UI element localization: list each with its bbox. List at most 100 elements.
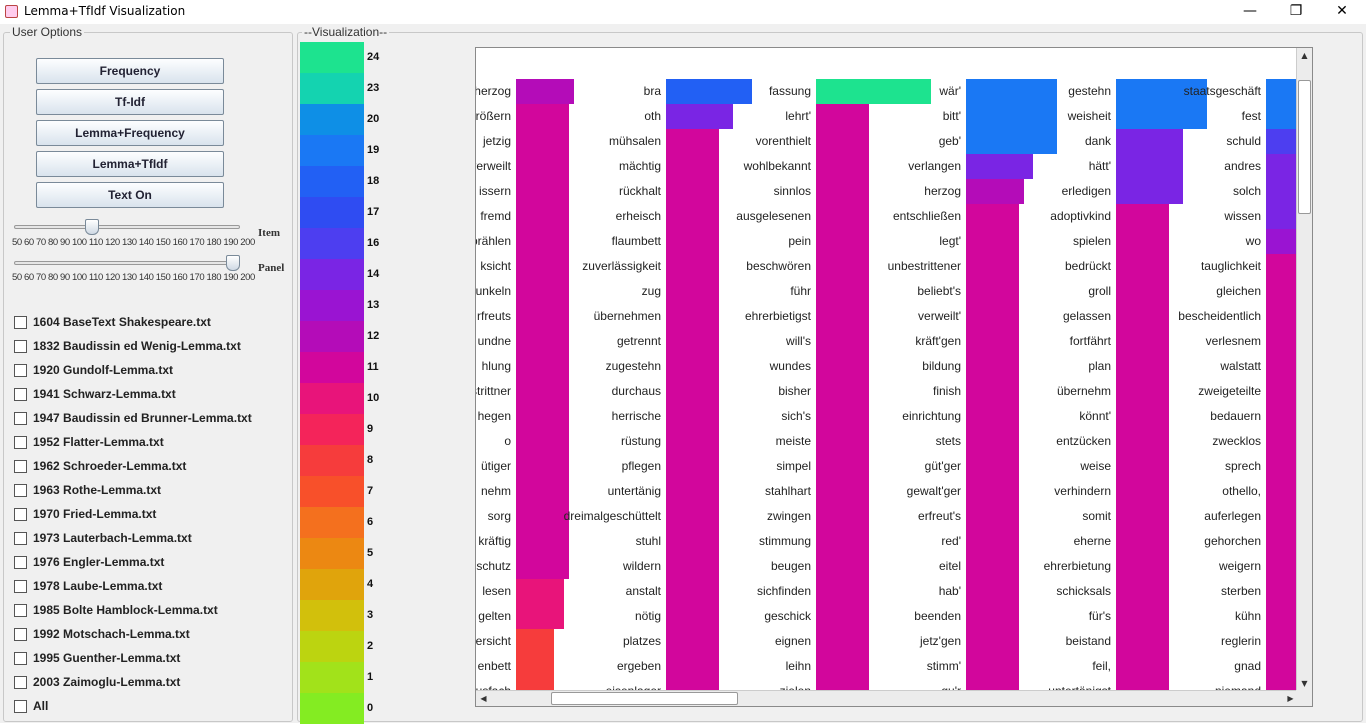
word-label: schutz [476,559,511,573]
checkbox[interactable] [14,436,27,449]
tfidf-button[interactable]: Tf-Idf [36,89,224,115]
checkbox[interactable] [14,556,27,569]
word-label: schuld [1226,134,1261,148]
horizontal-scroll-thumb[interactable] [551,692,738,705]
word-label: hegen [477,409,511,423]
scale-value: 2 [367,640,374,652]
checkbox[interactable] [14,580,27,593]
word-label: vorenthielt [755,134,811,148]
minimize-button[interactable]: — [1243,3,1257,19]
word-label: stahlhart [764,484,811,498]
file-label: 1941 Schwarz-Lemma.txt [33,387,176,401]
word-label: legt' [939,234,961,248]
scale-value: 23 [367,82,380,94]
panel-slider-label: Panel [258,262,285,274]
checkbox[interactable] [14,508,27,521]
scale-swatch [300,662,364,693]
file-label: 1963 Rothe-Lemma.txt [33,483,162,497]
word-label: gewalt'ger [906,484,961,498]
checkbox[interactable] [14,676,27,689]
word-label: stets [935,434,961,448]
checkbox[interactable] [14,532,27,545]
lemma-frequency-button[interactable]: Lemma+Frequency [36,120,224,146]
item-slider[interactable] [14,219,240,235]
lemma-tfidf-button[interactable]: Lemma+TfIdf [36,151,224,177]
horizontal-scrollbar[interactable]: ◀ ▶ [476,690,1298,706]
checkbox[interactable] [14,460,27,473]
word-label: hab' [938,584,961,598]
panel-slider-ticks: 50 60 70 80 90 100 110 120 130 140 150 1… [12,272,255,283]
word-label: dank [1084,134,1111,148]
frequency-bar [816,79,931,104]
frequency-bar [666,79,752,104]
word-label: o [504,434,511,448]
word-label: weise [1080,459,1111,473]
word-label: gelassen [1062,309,1111,323]
word-label: plan [1088,359,1111,373]
word-label: gelten [478,609,511,623]
scroll-right-arrow-icon[interactable]: ▶ [1287,694,1294,703]
scroll-up-arrow-icon[interactable]: ▲ [1301,51,1308,60]
panel-slider[interactable] [14,255,240,271]
close-button[interactable]: ✕ [1336,3,1348,19]
word-label: sprech [1224,459,1261,473]
word-label: hätt' [1088,159,1111,173]
checkbox[interactable] [14,412,27,425]
text-on-button[interactable]: Text On [36,182,224,208]
scale-swatch [300,259,364,290]
panel-slider-thumb[interactable] [226,255,240,271]
word-label: bra [643,84,661,98]
word-label: bedauern [1210,409,1261,423]
frequency-bar [516,79,574,104]
checkbox[interactable] [14,604,27,617]
word-label: enbett [477,659,511,673]
user-options-panel: User Options Frequency Tf-Idf Lemma+Freq… [3,25,293,722]
checkbox[interactable] [14,484,27,497]
word-label: bitt' [942,109,961,123]
word-label: gehorchen [1204,534,1261,548]
word-label: fest [1241,109,1261,123]
checkbox[interactable] [14,316,27,329]
maximize-button[interactable]: ❐ [1289,3,1303,19]
scroll-down-arrow-icon[interactable]: ▼ [1301,679,1308,688]
word-label: mächtig [618,159,661,173]
word-label: ehrerbietung [1043,559,1111,573]
word-label: meiste [775,434,811,448]
scale-value: 13 [367,299,380,311]
word-label: führ [790,284,811,298]
word-label: für's [1088,609,1111,623]
word-label: geschick [764,609,811,623]
word-label: bildung [922,359,961,373]
panel-slider-track[interactable] [14,261,240,265]
scale-value: 24 [367,51,380,63]
item-slider-track[interactable] [14,225,240,229]
scroll-left-arrow-icon[interactable]: ◀ [480,694,487,703]
frequency-bar [516,579,564,629]
item-slider-thumb[interactable] [85,219,99,235]
checkbox[interactable] [14,652,27,665]
vertical-scroll-thumb[interactable] [1298,80,1311,214]
checkbox[interactable] [14,364,27,377]
vertical-scrollbar[interactable]: ▲ ▼ [1296,48,1312,691]
word-label: kräft'gen [915,334,961,348]
file-label: 1978 Laube-Lemma.txt [33,579,163,593]
checkbox[interactable] [14,388,27,401]
word-label: beistand [1065,634,1111,648]
word-label: unbestrittener [887,259,961,273]
word-label: finish [932,384,961,398]
file-label: 1976 Engler-Lemma.txt [33,555,165,569]
file-label: 1920 Gundolf-Lemma.txt [33,363,174,377]
word-label: groll [1088,284,1111,298]
scale-swatch [300,631,364,662]
word-label: entzücken [1056,434,1111,448]
frequency-button[interactable]: Frequency [36,58,224,84]
checkbox[interactable] [14,628,27,641]
word-bar-canvas[interactable]: herzog rößern jetzig verweilt issern fremd prä… [475,47,1313,707]
word-label: bescheidentlich [1178,309,1261,323]
word-label: nötig [634,609,661,623]
checkbox[interactable] [14,340,27,353]
word-label: nehm [480,484,511,498]
scale-value: 8 [367,454,374,466]
word-label: jetzig [482,134,511,148]
checkbox[interactable] [14,700,27,713]
